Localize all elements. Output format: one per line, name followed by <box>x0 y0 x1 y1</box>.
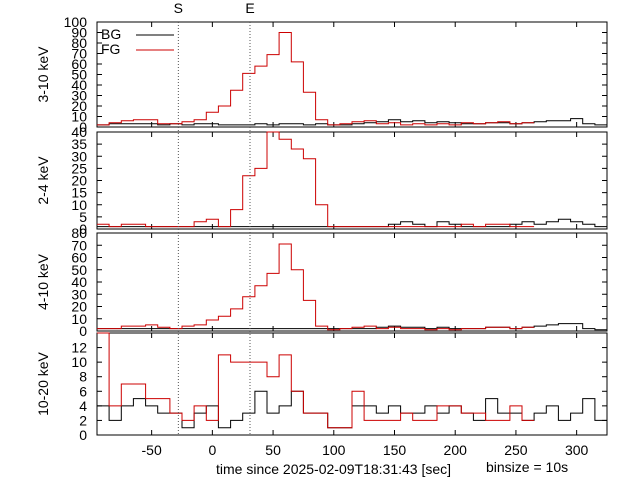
x-tick-label: 300 <box>565 442 589 458</box>
y-tick-label: 0 <box>79 323 87 339</box>
y-tick-label: 40 <box>71 274 87 290</box>
y-tick-label: 30 <box>71 148 87 164</box>
y-axis-label: 3-10 keV <box>35 46 51 103</box>
y-tick-label: 50 <box>71 262 87 278</box>
y-tick-label: 35 <box>71 136 87 152</box>
y-tick-label: 60 <box>71 56 87 72</box>
x-tick-label: 150 <box>383 442 407 458</box>
y-tick-label: 8 <box>79 369 87 385</box>
series-bg-step <box>97 218 607 228</box>
series-fg-step <box>97 243 535 331</box>
y-tick-label: 0 <box>79 119 87 135</box>
y-axis-label: 2-4 keV <box>35 156 51 205</box>
panel-frame <box>96 21 608 128</box>
marker-label-s: S <box>174 0 183 16</box>
y-axis-label: 4-10 keV <box>35 253 51 310</box>
y-tick-label: 25 <box>71 160 87 176</box>
y-tick-label: 70 <box>71 237 87 253</box>
y-tick-label: 15 <box>71 185 87 201</box>
y-tick-label: 5 <box>79 209 87 225</box>
series-fg-step <box>97 332 535 429</box>
y-tick-label: 70 <box>71 46 87 62</box>
binsize-label: binsize = 10s <box>486 459 568 475</box>
y-tick-label: 10 <box>71 311 87 327</box>
panel-frame <box>96 332 608 436</box>
y-tick-label: 6 <box>79 383 87 399</box>
x-axis-label: time since 2025-02-09T18:31:43 [sec] <box>216 461 451 477</box>
y-tick-label: 30 <box>71 286 87 302</box>
x-tick-label: 100 <box>322 442 346 458</box>
x-tick-label: 200 <box>444 442 468 458</box>
series-fg-step <box>97 32 535 126</box>
x-tick-label: 0 <box>208 442 216 458</box>
y-tick-label: 10 <box>71 197 87 213</box>
y-tick-label: 0 <box>79 221 87 237</box>
y-axis-label: 10-20 keV <box>35 351 51 415</box>
x-tick-label: -50 <box>142 442 162 458</box>
panel-frame <box>96 131 608 230</box>
y-tick-label: 20 <box>71 98 87 114</box>
marker-label-e: E <box>245 0 254 16</box>
y-tick-label: 0 <box>79 427 87 443</box>
legend: BG FG <box>101 26 174 57</box>
y-tick-label: 40 <box>71 124 87 140</box>
y-tick-label: 50 <box>71 67 87 83</box>
y-tick-label: 30 <box>71 88 87 104</box>
y-tick-label: 10 <box>71 354 87 370</box>
y-tick-label: 40 <box>71 77 87 93</box>
series-fg-step <box>97 131 535 228</box>
y-tick-label: 20 <box>71 173 87 189</box>
legend-entry-bg-label: BG <box>101 26 121 42</box>
y-tick-label: 80 <box>71 35 87 51</box>
y-tick-label: 100 <box>64 14 88 30</box>
panel-frame <box>96 232 608 332</box>
y-tick-label: 20 <box>71 299 87 315</box>
y-tick-label: 80 <box>71 225 87 241</box>
x-tick-label: 250 <box>504 442 528 458</box>
y-tick-label: 2 <box>79 412 87 428</box>
y-tick-label: 10 <box>71 109 87 125</box>
legend-entry-fg-label: FG <box>101 41 120 57</box>
y-tick-label: 90 <box>71 25 87 41</box>
y-tick-label: 60 <box>71 250 87 266</box>
x-tick-label: 50 <box>265 442 281 458</box>
y-tick-label: 4 <box>79 398 87 414</box>
y-tick-label: 12 <box>71 340 87 356</box>
